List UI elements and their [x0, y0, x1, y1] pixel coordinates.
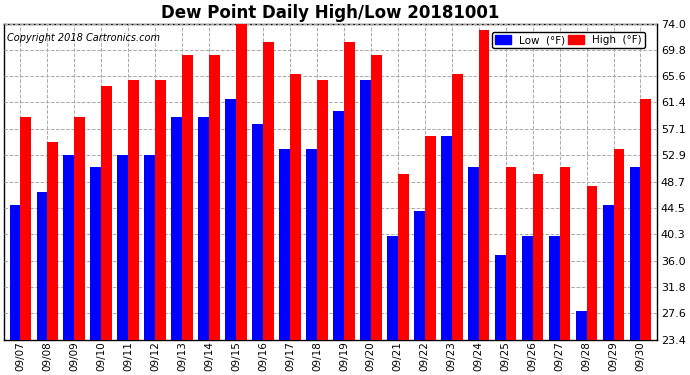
Bar [101, 86, 112, 340]
Bar [290, 74, 301, 340]
Bar [506, 167, 516, 340]
Bar [263, 42, 274, 340]
Bar [155, 80, 166, 340]
Bar [560, 167, 571, 340]
Bar [90, 167, 101, 340]
Bar [63, 155, 75, 340]
Bar [10, 205, 20, 340]
Bar [495, 255, 506, 340]
Bar [452, 74, 462, 340]
Bar [344, 42, 355, 340]
Bar [468, 167, 479, 340]
Bar [613, 148, 624, 340]
Bar [387, 236, 398, 340]
Title: Dew Point Daily High/Low 20181001: Dew Point Daily High/Low 20181001 [161, 4, 500, 22]
Text: Copyright 2018 Cartronics.com: Copyright 2018 Cartronics.com [8, 33, 161, 43]
Bar [75, 117, 85, 340]
Bar [414, 211, 425, 340]
Bar [225, 99, 236, 340]
Bar [128, 80, 139, 340]
Bar [198, 117, 209, 340]
Bar [371, 55, 382, 340]
Bar [360, 80, 371, 340]
Bar [333, 111, 344, 340]
Bar [171, 117, 182, 340]
Bar [37, 192, 48, 340]
Bar [398, 174, 408, 340]
Bar [182, 55, 193, 340]
Legend: Low  (°F), High  (°F): Low (°F), High (°F) [492, 32, 645, 48]
Bar [279, 148, 290, 340]
Bar [425, 136, 435, 340]
Bar [236, 24, 247, 340]
Bar [306, 148, 317, 340]
Bar [549, 236, 560, 340]
Bar [640, 99, 651, 340]
Bar [603, 205, 613, 340]
Bar [575, 311, 586, 340]
Bar [533, 174, 544, 340]
Bar [117, 155, 128, 340]
Bar [20, 117, 31, 340]
Bar [441, 136, 452, 340]
Bar [586, 186, 598, 340]
Bar [317, 80, 328, 340]
Bar [479, 30, 489, 340]
Bar [630, 167, 640, 340]
Bar [209, 55, 220, 340]
Bar [144, 155, 155, 340]
Bar [48, 142, 58, 340]
Bar [522, 236, 533, 340]
Bar [253, 124, 263, 340]
